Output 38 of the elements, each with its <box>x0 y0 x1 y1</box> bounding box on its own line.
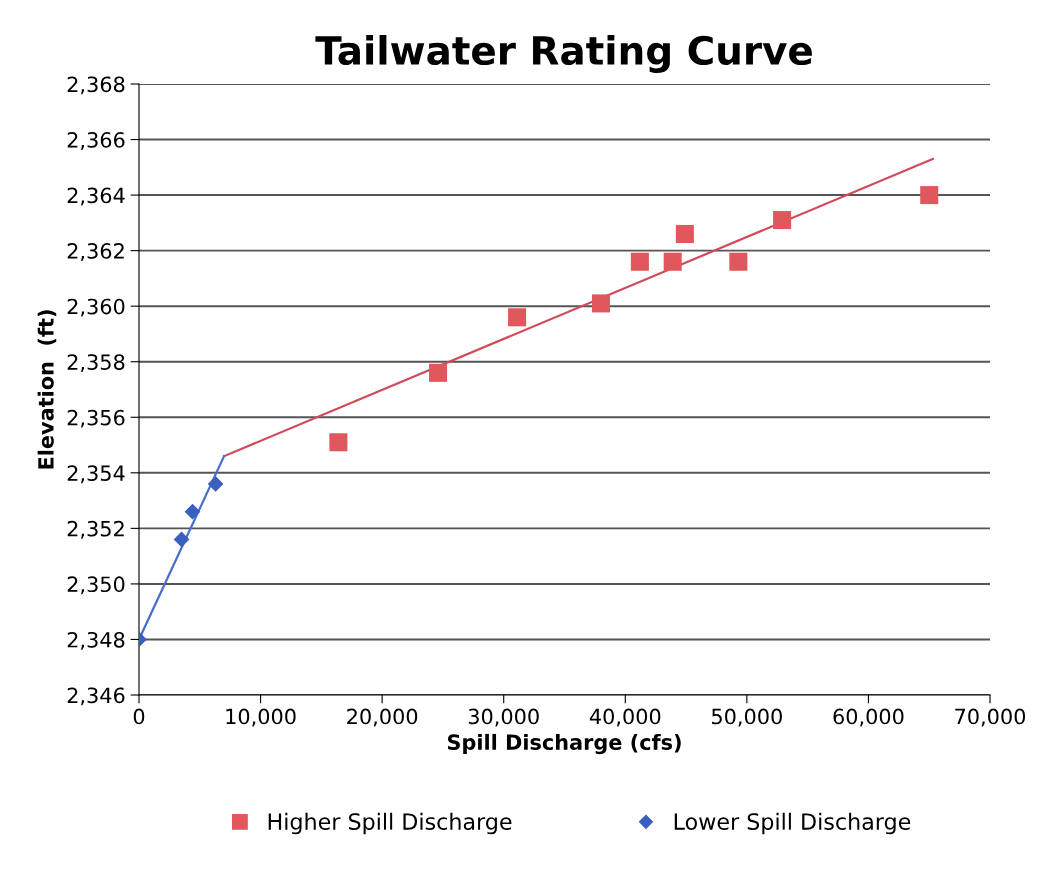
x-tick-label: 70,000 <box>955 708 1026 727</box>
y-tick-label: 2,356 <box>67 409 125 428</box>
point <box>429 363 448 382</box>
point <box>663 252 682 271</box>
point <box>591 294 610 313</box>
y-tick-label: 2,346 <box>67 687 125 706</box>
x-tick-label: 40,000 <box>589 708 661 727</box>
point <box>729 252 748 271</box>
chart-title: Tailwater Rating Curve <box>315 35 812 73</box>
y-tick-label: 2,358 <box>67 354 125 373</box>
point <box>630 252 649 271</box>
point <box>675 224 694 243</box>
y-tick-label: 2,348 <box>67 631 125 650</box>
x-tick-label: 60,000 <box>833 708 904 727</box>
y-tick-label: 2,368 <box>67 76 125 95</box>
point <box>207 476 224 492</box>
y-tick-label: 2,352 <box>67 520 124 539</box>
legend-label: Lower Spill Discharge <box>674 812 911 835</box>
y-axis-title: Elevation (ft) <box>37 310 57 469</box>
point <box>184 503 201 520</box>
point <box>173 531 190 548</box>
x-tick-label: 10,000 <box>226 708 296 727</box>
y-tick-label: 2,360 <box>67 298 125 317</box>
y-tick-label: 2,350 <box>67 576 125 595</box>
y-tick-label: 2,362 <box>67 243 124 261</box>
x-tick-label: 0 <box>133 708 145 725</box>
y-tick-label: 2,366 <box>67 132 125 150</box>
point <box>508 308 527 327</box>
x-tick-label: 30,000 <box>468 708 539 727</box>
y-tick-label: 2,364 <box>67 187 125 206</box>
y-tick-label: 2,354 <box>67 465 125 484</box>
x-tick-label: 20,000 <box>347 708 418 727</box>
point <box>773 211 792 230</box>
legend-label: Higher Spill Discharge <box>268 812 512 835</box>
x-axis-title: Spill Discharge (cfs) <box>447 733 681 755</box>
point <box>920 186 939 205</box>
point <box>329 433 348 452</box>
x-tick-label: 50,000 <box>712 708 782 727</box>
